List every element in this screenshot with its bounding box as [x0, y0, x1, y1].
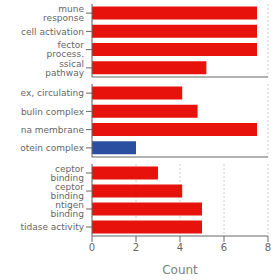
svg-text:fectorprocess.: fectorprocess.: [47, 40, 85, 59]
svg-text:tidase activity: tidase activity: [20, 222, 84, 232]
svg-text:ceptorbinding: ceptorbinding: [50, 182, 84, 201]
svg-text:6: 6: [221, 242, 227, 253]
svg-text:muneresponse: muneresponse: [43, 4, 84, 23]
svg-text:4: 4: [177, 242, 183, 253]
svg-text:cell activation: cell activation: [21, 27, 84, 37]
svg-text:ex, circulating: ex, circulating: [21, 88, 85, 98]
svg-text:8: 8: [265, 242, 271, 253]
svg-text:2: 2: [133, 242, 139, 253]
svg-text:0: 0: [89, 242, 95, 253]
svg-text:ceptorbinding: ceptorbinding: [50, 164, 84, 183]
svg-text:bulin complex: bulin complex: [21, 107, 85, 117]
svg-text:ntigenbinding: ntigenbinding: [50, 200, 84, 219]
svg-text:otein complex: otein complex: [20, 143, 84, 153]
svg-text:na membrane: na membrane: [21, 125, 85, 135]
svg-text:ssicalpathway: ssicalpathway: [45, 59, 84, 78]
svg-text:Count: Count: [162, 263, 198, 276]
